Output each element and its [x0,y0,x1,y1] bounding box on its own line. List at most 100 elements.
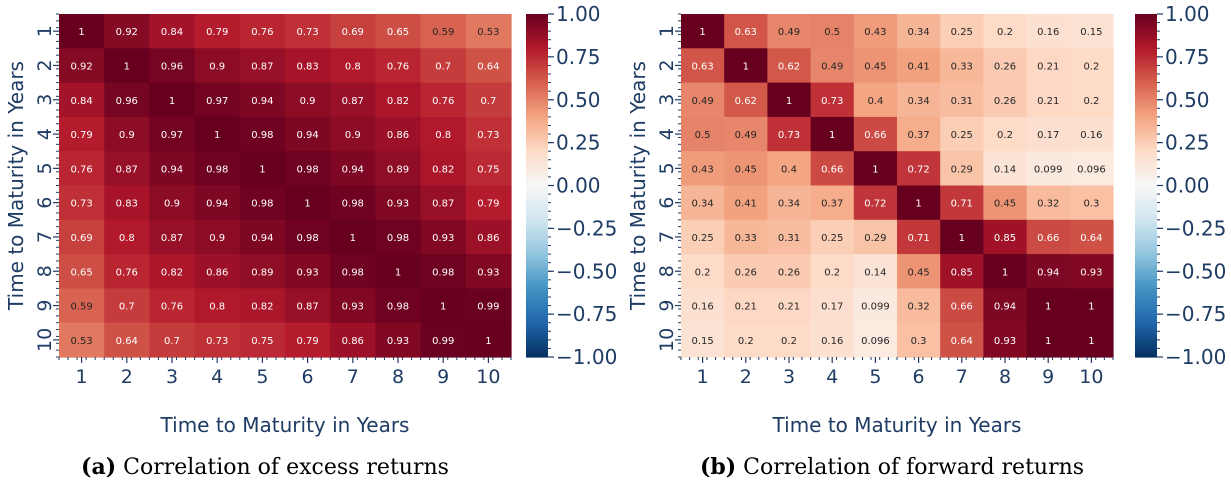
heatmap-cell [681,219,725,255]
cell-value-label: 0.21 [778,302,800,313]
cell-value-label: 0.93 [296,267,318,278]
heatmap-cell [465,254,512,289]
cell-value-label: 0.98 [296,233,318,244]
x-tick-label: 6 [913,366,925,388]
cell-value-label: 0.71 [907,233,929,244]
heatmap-cell [194,322,241,358]
heatmap-cell [149,219,196,255]
heatmap-cell [104,219,150,255]
heatmap-cell [465,288,512,324]
colorbar-tick-label: 0.75 [556,45,601,69]
heatmap-cell [897,14,941,49]
y-tick-label: 1 [34,25,56,37]
heatmap-cell [149,254,196,289]
heatmap-cell [1026,185,1071,221]
x-tick-label: 10 [476,366,500,388]
cell-value-label: 0.21 [1037,96,1059,107]
cell-value-label: 0.93 [477,267,499,278]
heatmap-cell [853,82,898,118]
heatmap-cell [194,288,241,324]
cell-value-label: 0.86 [342,336,364,347]
figure-caption: (a) Correlation of excess returns [81,454,449,480]
cell-value-label: 0.76 [70,164,92,175]
cell-value-label: 1 [78,27,84,38]
heatmap-cell [897,116,941,152]
cell-value-label: 0.45 [907,267,929,278]
heatmap-cell [465,151,512,187]
heatmap-cell [239,254,286,289]
cell-value-label: 0.93 [387,199,409,210]
heatmap-cell [681,254,725,289]
heatmap-cell [853,116,898,152]
cell-value-label: 0.98 [342,199,364,210]
cell-value-label: 0.9 [119,130,135,141]
cell-value-label: 0.29 [951,164,973,175]
cell-value-label: 0.73 [296,27,318,38]
heatmap-cell [285,254,331,289]
cell-value-label: 0.32 [1037,199,1059,210]
cell-value-label: 0.45 [735,164,757,175]
cell-value-label: 0.93 [432,233,454,244]
cell-value-label: 0.64 [1080,233,1102,244]
heatmap-cell [59,82,105,118]
heatmap-cell [465,82,512,118]
heatmap-cell [104,254,150,289]
heatmap-cell [853,185,898,221]
heatmap-cell [897,254,941,289]
heatmap-cell [940,151,984,187]
cell-value-label: 1 [872,164,878,175]
colorbar-tick-label: −1.00 [1165,345,1226,369]
heatmap-cell [375,219,422,255]
heatmap-cell [681,116,725,152]
cell-value-label: 0.76 [251,27,273,38]
cell-value-label: 0.8 [435,130,451,141]
cell-value-label: 0.8 [345,61,361,72]
cell-value-label: 0.98 [251,199,273,210]
heatmap-cell [1069,116,1114,152]
heatmap-cell [59,219,105,255]
heatmap-cell [330,48,376,84]
heatmap-cell [983,219,1028,255]
heatmap-cell [194,48,241,84]
cell-value-label: 0.82 [387,96,409,107]
heatmap-cell [239,185,286,221]
cell-value-label: 0.69 [70,233,92,244]
heatmap-cell [59,185,105,221]
cell-value-label: 0.15 [1080,27,1102,38]
cell-value-label: 1 [440,302,446,313]
heatmap-cell [940,254,984,289]
x-tick-label: 9 [437,366,449,388]
heatmap-cell [239,48,286,84]
heatmap-cell [149,48,196,84]
x-axis-ticks: 1 2 3 4 5 6 7 8 9 10 [697,357,1103,388]
cell-value-label: 0.16 [821,336,843,347]
colorbar-tick-label: 0.75 [1165,45,1210,69]
heatmap-cell [375,14,422,49]
heatmap-cell [940,322,984,358]
cell-value-label: 0.099 [1034,164,1063,175]
cell-value-label: 0.93 [994,336,1016,347]
cell-value-label: 0.73 [70,199,92,210]
heatmap-cell [940,185,984,221]
y-tick-label: 6 [656,197,678,209]
cell-value-label: 0.16 [1080,130,1102,141]
heatmap-cell [375,48,422,84]
cell-value-label: 0.49 [735,130,757,141]
cell-value-label: 1 [124,61,130,72]
colorbar-tick-label: 0.50 [1165,88,1210,112]
y-tick-label: 3 [34,94,56,106]
heatmap-cell [1069,48,1114,84]
heatmap-cell [983,254,1028,289]
minor-ticks [56,13,512,360]
colorbar-tick-label: 0.50 [556,88,601,112]
cell-value-label: 0.93 [1080,267,1102,278]
heatmap-cell [681,151,725,187]
heatmap-cell [853,322,898,358]
heatmap-cell [1026,14,1071,49]
cell-value-label: 0.73 [477,130,499,141]
cell-value-label: 0.62 [735,96,757,107]
heatmap-cell [940,48,984,84]
cell-value-label: 0.86 [477,233,499,244]
cell-value-label: 0.79 [477,199,499,210]
cell-value-label: 0.3 [911,336,927,347]
